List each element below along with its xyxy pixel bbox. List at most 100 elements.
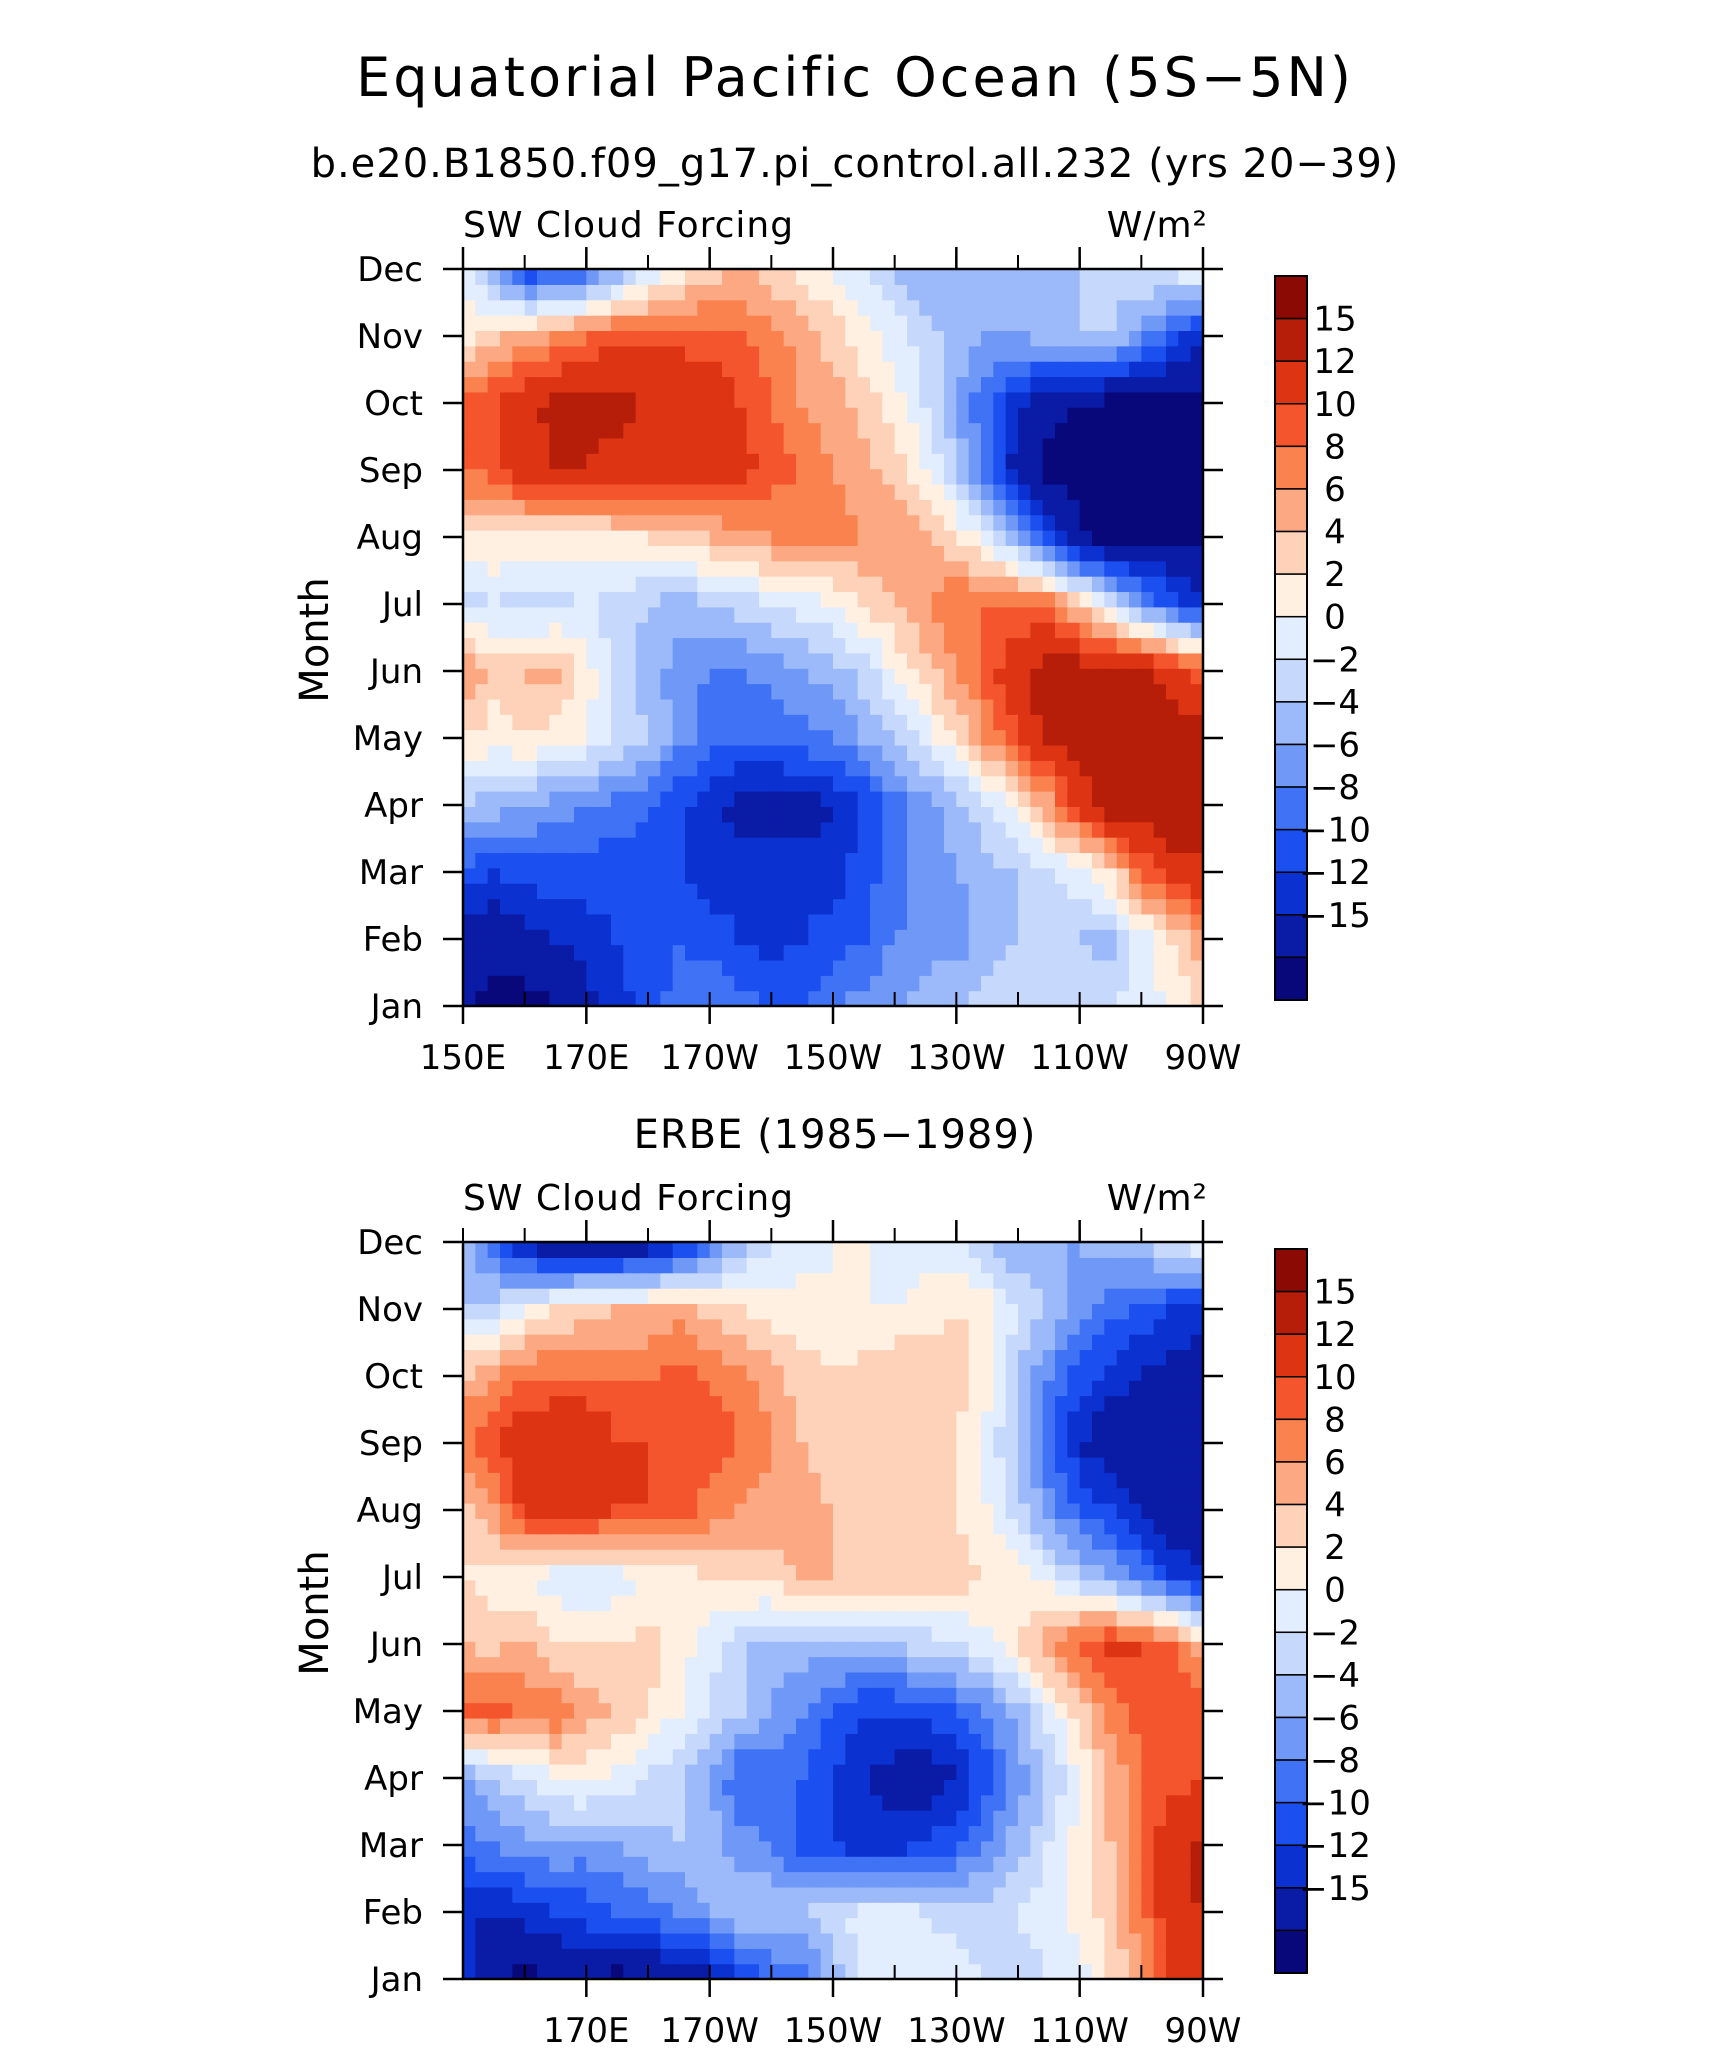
heatmap-cell xyxy=(561,1503,575,1519)
heatmap-cell xyxy=(783,990,797,1007)
heatmap-cell xyxy=(463,898,476,915)
heatmap-cell xyxy=(524,1625,538,1642)
heatmap-cell xyxy=(1005,729,1019,746)
heatmap-cell xyxy=(685,1917,698,1934)
heatmap-cell xyxy=(561,652,575,669)
heatmap-cell xyxy=(512,330,526,347)
heatmap-cell xyxy=(586,1564,600,1581)
heatmap-cell xyxy=(1005,791,1019,807)
heatmap-cell xyxy=(1092,345,1105,362)
heatmap-cell xyxy=(857,1856,871,1873)
heatmap-cell xyxy=(660,806,674,823)
heatmap-cell xyxy=(981,1610,994,1627)
heatmap-cell xyxy=(1005,284,1019,301)
heatmap-cell xyxy=(1116,530,1130,546)
heatmap-cell xyxy=(1030,867,1044,884)
heatmap-cell xyxy=(1166,1779,1179,1796)
heatmap-cell xyxy=(1141,898,1155,915)
heatmap-cell xyxy=(783,545,797,562)
heatmap-cell xyxy=(537,1687,550,1704)
heatmap-cell xyxy=(993,315,1007,332)
heatmap-cell xyxy=(537,345,550,362)
heatmap-cell xyxy=(561,806,575,823)
heatmap-cell xyxy=(660,1794,674,1811)
heatmap-cell xyxy=(524,975,538,992)
heatmap-cell xyxy=(1104,744,1118,761)
heatmap-cell xyxy=(487,683,501,700)
heatmap-cell xyxy=(549,437,563,454)
heatmap-cell xyxy=(524,760,538,777)
heatmap-cell xyxy=(857,1840,871,1857)
heatmap-cell xyxy=(500,652,513,669)
heatmap-cell xyxy=(919,959,933,976)
heatmap-cell xyxy=(561,468,575,485)
heatmap-cell xyxy=(1141,576,1155,593)
heatmap-cell xyxy=(944,821,957,838)
heatmap-cell xyxy=(586,867,600,884)
heatmap-cell xyxy=(574,560,587,577)
heatmap-cell xyxy=(981,714,994,731)
heatmap-cell xyxy=(537,1717,550,1734)
heatmap-cell xyxy=(944,1518,957,1535)
heatmap-cell xyxy=(487,1641,501,1658)
heatmap-cell xyxy=(771,1595,785,1612)
heatmap-cell xyxy=(845,1917,859,1934)
heatmap-cell xyxy=(820,791,834,807)
heatmap-cell xyxy=(1005,269,1019,285)
heatmap-cell xyxy=(919,1564,933,1581)
heatmap-cell xyxy=(1055,1886,1068,1903)
heatmap-cell xyxy=(475,437,489,454)
heatmap-cell xyxy=(660,1687,674,1704)
heatmap-cell xyxy=(574,1472,587,1489)
heatmap-cell xyxy=(1055,622,1068,639)
heatmap-cell xyxy=(931,1717,945,1734)
heatmap-cell xyxy=(882,1518,896,1535)
heatmap-cell xyxy=(660,929,674,946)
heatmap-cell xyxy=(820,1733,834,1750)
heatmap-cell xyxy=(759,1595,772,1612)
heatmap-cell xyxy=(1030,376,1044,393)
heatmap-cell xyxy=(722,1687,735,1704)
panel-model: b.e20.B1850.f09_g17.pi_control.all.232 (… xyxy=(292,141,1398,1078)
heatmap-cell xyxy=(660,437,674,454)
heatmap-cell xyxy=(1178,1886,1192,1903)
heatmap-cell xyxy=(783,1503,797,1519)
heatmap-cell xyxy=(1153,637,1167,654)
heatmap-cell xyxy=(475,975,489,992)
heatmap-cell xyxy=(697,1856,711,1873)
heatmap-cell xyxy=(623,913,637,930)
heatmap-cell xyxy=(1067,376,1081,393)
heatmap-cell xyxy=(808,1871,822,1888)
heatmap-cell xyxy=(1005,407,1019,424)
heatmap-cell xyxy=(734,1856,748,1873)
heatmap-cell xyxy=(463,760,476,777)
heatmap-cell xyxy=(759,530,772,546)
heatmap-cell xyxy=(981,1810,994,1827)
heatmap-cell xyxy=(808,806,822,823)
heatmap-cell xyxy=(1018,929,1031,946)
heatmap-cell xyxy=(672,867,686,884)
heatmap-cell xyxy=(796,1549,809,1566)
heatmap-cell xyxy=(734,698,748,715)
heatmap-cell xyxy=(845,714,859,731)
heatmap-cell xyxy=(759,1579,772,1596)
heatmap-cell xyxy=(1104,299,1118,316)
heatmap-cell xyxy=(549,637,563,654)
heatmap-cell xyxy=(796,990,809,1007)
heatmap-cell xyxy=(1079,422,1093,439)
heatmap-cell xyxy=(1178,1625,1192,1642)
heatmap-cell xyxy=(993,852,1007,869)
heatmap-cell xyxy=(746,1948,760,1965)
heatmap-cell xyxy=(1104,560,1118,577)
heatmap-cell xyxy=(660,1871,674,1888)
heatmap-cell xyxy=(981,806,994,823)
heatmap-cell xyxy=(1104,530,1118,546)
heatmap-cell xyxy=(635,683,649,700)
heatmap-cell xyxy=(1104,1564,1118,1581)
heatmap-cell xyxy=(660,1932,674,1949)
heatmap-cell xyxy=(783,821,797,838)
heatmap-cell xyxy=(697,913,711,930)
heatmap-cell xyxy=(919,1886,933,1903)
heatmap-cell xyxy=(685,545,698,562)
heatmap-cell xyxy=(1018,1871,1031,1888)
